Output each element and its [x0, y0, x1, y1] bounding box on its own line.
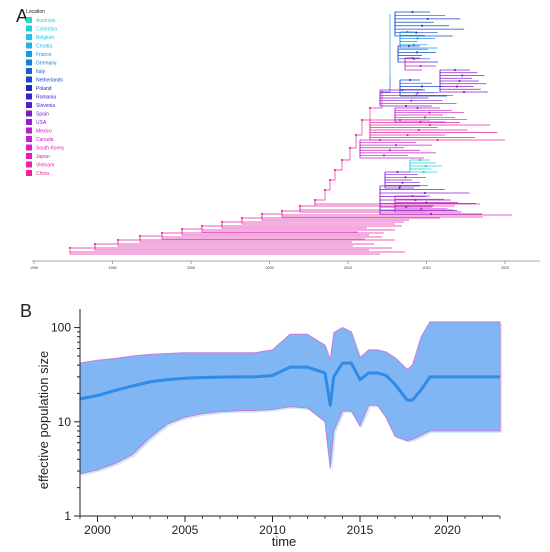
legend-swatch	[26, 42, 32, 49]
panel-b-letter: B	[20, 301, 32, 321]
tree-axis-tick-label: 2015	[423, 266, 431, 270]
legend-swatch	[26, 153, 32, 159]
tree-axis-tick-label: 1995	[109, 266, 117, 270]
legend-label: Mexico	[36, 128, 52, 134]
legend-label: Colombia	[36, 26, 57, 32]
legend-label: Germany	[36, 60, 57, 66]
legend-swatch	[26, 144, 32, 151]
legend-swatch	[26, 102, 32, 108]
tree-axis-tick-label: 2000	[187, 266, 195, 270]
legend-label: Croatia	[36, 43, 52, 49]
effective-population-chart: 1 10 100 2000 2005 2010 2015 2020	[51, 309, 502, 537]
y-tick-label: 1	[64, 509, 71, 523]
x-tick-label: 2010	[259, 523, 286, 537]
legend-label: France	[36, 52, 52, 58]
legend-label: Spain	[36, 111, 49, 117]
legend-label: Japan	[36, 154, 50, 160]
legend-swatch	[26, 170, 32, 176]
legend-title: Location	[26, 9, 45, 15]
legend-label: China	[36, 171, 49, 177]
legend-swatch	[26, 110, 32, 117]
tree-axis-tick-label: 2020	[501, 266, 509, 270]
legend-label: Slovenia	[36, 103, 55, 109]
legend-swatch	[26, 136, 32, 142]
legend-swatch	[26, 68, 32, 74]
x-tick-label: 2020	[434, 523, 461, 537]
tree-axis-tick-label: 2010	[344, 266, 352, 270]
y-tick-label: 10	[58, 415, 72, 429]
median-line	[79, 361, 500, 407]
y-tick-label: 100	[51, 321, 71, 335]
legend-label: Romania	[36, 94, 56, 100]
legend-swatch	[26, 59, 32, 66]
legend-swatch	[26, 34, 32, 40]
legend-label: Italy	[36, 69, 46, 75]
legend-swatch	[26, 119, 32, 125]
x-axis-label: time	[272, 534, 297, 549]
legend-swatch	[26, 25, 32, 32]
legend-label: South Korea	[36, 145, 64, 151]
legend-swatch	[26, 51, 32, 57]
x-tick-label: 2005	[172, 523, 199, 537]
legend-label: Vietnam	[36, 162, 54, 168]
y-axis-label: effective population size	[36, 351, 51, 490]
legend-swatch	[26, 76, 32, 83]
legend-swatch	[26, 93, 32, 100]
legend-label: USA	[36, 120, 47, 126]
legend-swatch	[26, 161, 32, 168]
legend-swatch	[26, 85, 32, 91]
tree-axis-tick-label: 2005	[266, 266, 274, 270]
legend-label: Netherlands	[36, 77, 63, 83]
legend-label: Australia	[36, 18, 56, 24]
legend-label: Canada	[36, 137, 54, 143]
panel-a-letter: A	[16, 6, 28, 26]
legend-swatch	[26, 127, 32, 134]
tree-axis-tick-label: 1990	[30, 266, 38, 270]
legend-swatch	[26, 17, 32, 23]
legend-label: Poland	[36, 86, 52, 92]
legend-label: Belgium	[36, 35, 54, 41]
x-tick-label: 2015	[347, 523, 374, 537]
x-tick-label: 2000	[84, 523, 111, 537]
phylogenetic-tree	[68, 10, 512, 255]
hpd-interval-band	[79, 321, 501, 475]
location-legend: Australia Colombia Belgium Croatia France Ger…	[26, 17, 64, 177]
tree-axis-ticks: 1990 1995 2000 2005 2010 2015 2020	[30, 261, 509, 270]
